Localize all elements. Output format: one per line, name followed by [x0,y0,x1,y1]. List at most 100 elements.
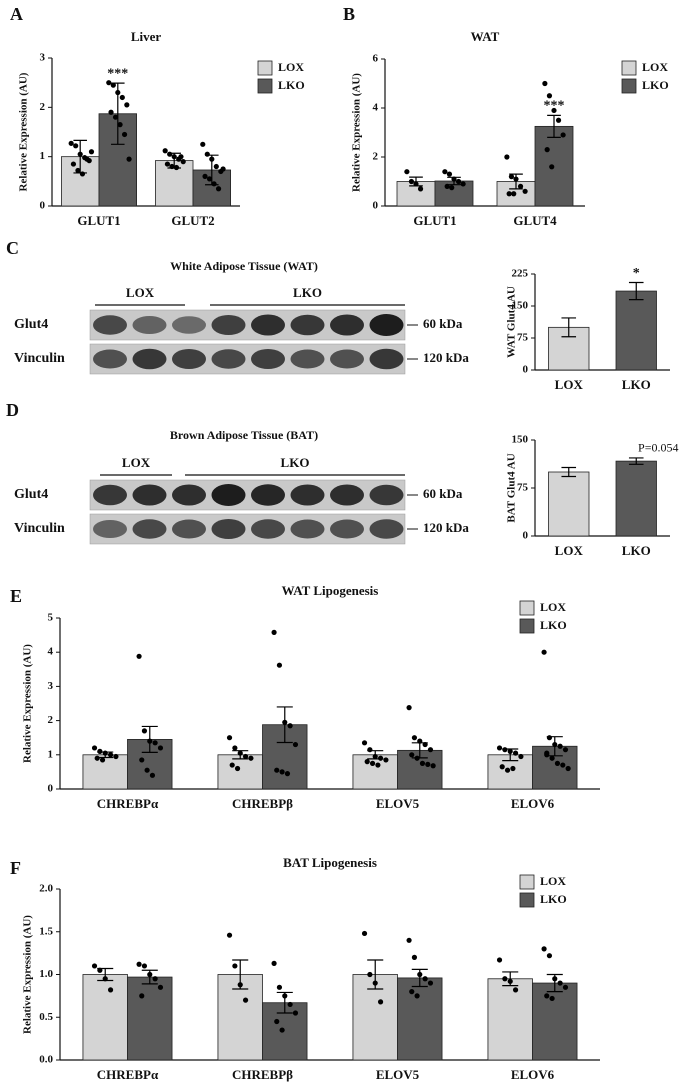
data-point [496,745,503,751]
data-point [449,185,455,191]
data-point [446,171,453,177]
data-point [91,745,98,751]
y-tick-label: 3 [40,52,46,64]
data-point [369,760,376,766]
data-point [157,984,164,990]
blot-band [93,484,127,506]
data-point [99,757,106,763]
size-label: 60 kDa [423,316,463,331]
data-point [549,755,555,761]
blot-band [172,484,206,506]
data-point [248,755,254,761]
data-point [430,763,436,769]
data-point [73,143,79,149]
data-point [404,169,410,175]
data-point [84,156,90,162]
data-point [455,178,462,185]
data-point [279,1027,285,1033]
blot-band [251,314,285,336]
data-point [94,755,100,761]
y-tick-label: 1.5 [39,925,53,937]
blot-band [369,519,404,539]
blot-band [93,315,127,335]
bar [82,974,128,1061]
data-point [126,156,132,162]
y-tick-label: 0 [40,200,46,212]
data-point [541,649,547,655]
error-bar [546,973,563,993]
data-point [504,154,510,160]
data-point [279,769,285,775]
data-point [504,767,511,773]
data-point [162,148,168,154]
data-point [511,191,517,197]
data-point [409,752,415,758]
data-point [406,937,412,943]
data-point [502,747,508,753]
data-point [242,753,249,760]
data-point [232,963,238,969]
data-point [364,759,370,765]
blot-band [330,519,364,539]
y-tick-label: 6 [373,53,379,65]
y-tick-label: 2 [373,151,379,163]
chart-title: WAT [471,29,500,44]
data-point [546,93,553,99]
data-point [136,961,142,967]
blot-band [172,316,206,334]
bar [615,460,657,537]
y-tick-label: 4 [48,646,54,658]
blot-band [251,349,285,369]
legend-swatch [257,60,273,76]
blot-band [132,484,167,506]
bar [615,290,657,371]
data-point [562,984,569,990]
error-bar [367,750,384,760]
data-point [518,753,524,760]
error-bar [561,466,577,478]
error-bar [561,317,577,338]
panel-letter: B [343,4,355,24]
data-point [119,94,125,101]
y-tick-label: 0.5 [39,1011,53,1023]
blot-band [211,484,246,506]
data-point [136,653,142,659]
legend-swatch [519,892,535,908]
data-point [152,976,158,982]
error-bar [546,736,563,757]
group-label: LOX [126,285,155,300]
data-point [124,102,130,108]
error-bar [205,154,219,186]
panel-letter: A [10,4,23,24]
legend-swatch [621,60,637,76]
data-point [91,963,98,969]
blot-band [211,349,246,369]
y-axis-label: Relative Expression (AU) [351,73,363,192]
bar [352,754,398,790]
data-point [141,963,148,969]
blot-band [251,519,285,539]
data-point [234,765,241,772]
group-label: LOX [122,455,151,470]
blot-band [172,349,206,369]
y-axis-label: Relative Expression (AU) [18,72,30,191]
error-bar [276,706,293,744]
data-point [274,1018,280,1025]
size-label: 60 kDa [423,486,463,501]
bar [82,754,128,790]
data-point [377,755,384,761]
data-point [361,740,368,746]
y-tick-label: 0.0 [39,1054,53,1066]
legend-swatch [519,874,535,890]
data-point [551,107,557,114]
data-point [506,191,512,197]
legend-label: LOX [540,874,566,888]
error-bar [97,967,114,982]
error-bar [502,971,519,987]
chart-title: Liver [131,29,162,44]
blot-band [132,316,167,334]
data-point [232,745,238,751]
data-point [226,735,233,741]
x-tick-label: GLUT1 [77,213,120,228]
blot-band [290,519,325,539]
